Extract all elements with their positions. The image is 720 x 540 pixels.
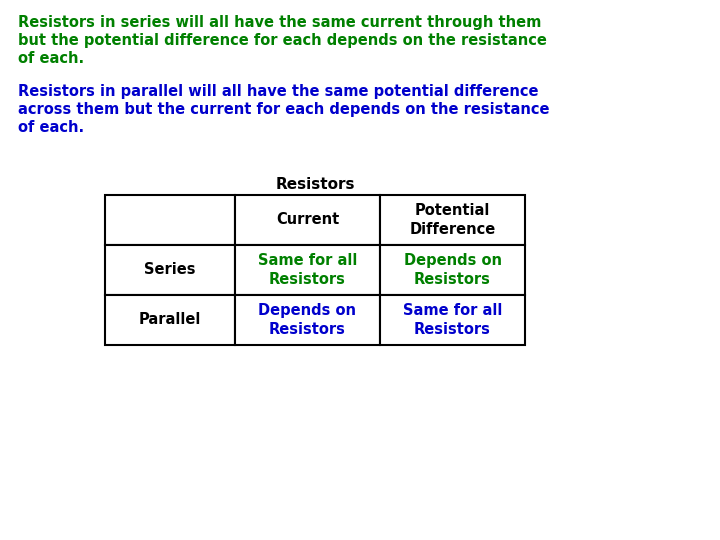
Text: Parallel: Parallel bbox=[139, 313, 201, 327]
Text: Resistors in parallel will all have the same potential difference: Resistors in parallel will all have the … bbox=[18, 84, 539, 99]
Bar bbox=[235, 195, 380, 245]
Text: of each.: of each. bbox=[18, 51, 84, 66]
Text: of each.: of each. bbox=[18, 120, 84, 135]
Text: but the potential difference for each depends on the resistance: but the potential difference for each de… bbox=[18, 33, 547, 48]
Bar bbox=[235, 295, 380, 345]
Bar bbox=[105, 295, 235, 345]
Text: Same for all
Resistors: Same for all Resistors bbox=[258, 253, 357, 287]
Bar bbox=[380, 295, 525, 345]
Text: Depends on
Resistors: Depends on Resistors bbox=[258, 303, 356, 337]
Text: across them but the current for each depends on the resistance: across them but the current for each dep… bbox=[18, 102, 549, 117]
Text: Depends on
Resistors: Depends on Resistors bbox=[403, 253, 502, 287]
Bar bbox=[235, 245, 380, 295]
Bar bbox=[380, 245, 525, 295]
Text: Current: Current bbox=[276, 213, 339, 227]
Text: Potential
Difference: Potential Difference bbox=[410, 203, 495, 237]
Bar bbox=[380, 195, 525, 245]
Text: Resistors: Resistors bbox=[275, 177, 355, 192]
Text: Same for all
Resistors: Same for all Resistors bbox=[402, 303, 502, 337]
Text: Resistors in series will all have the same current through them: Resistors in series will all have the sa… bbox=[18, 15, 541, 30]
Bar bbox=[105, 195, 235, 245]
Text: Series: Series bbox=[144, 262, 196, 278]
Bar bbox=[105, 245, 235, 295]
